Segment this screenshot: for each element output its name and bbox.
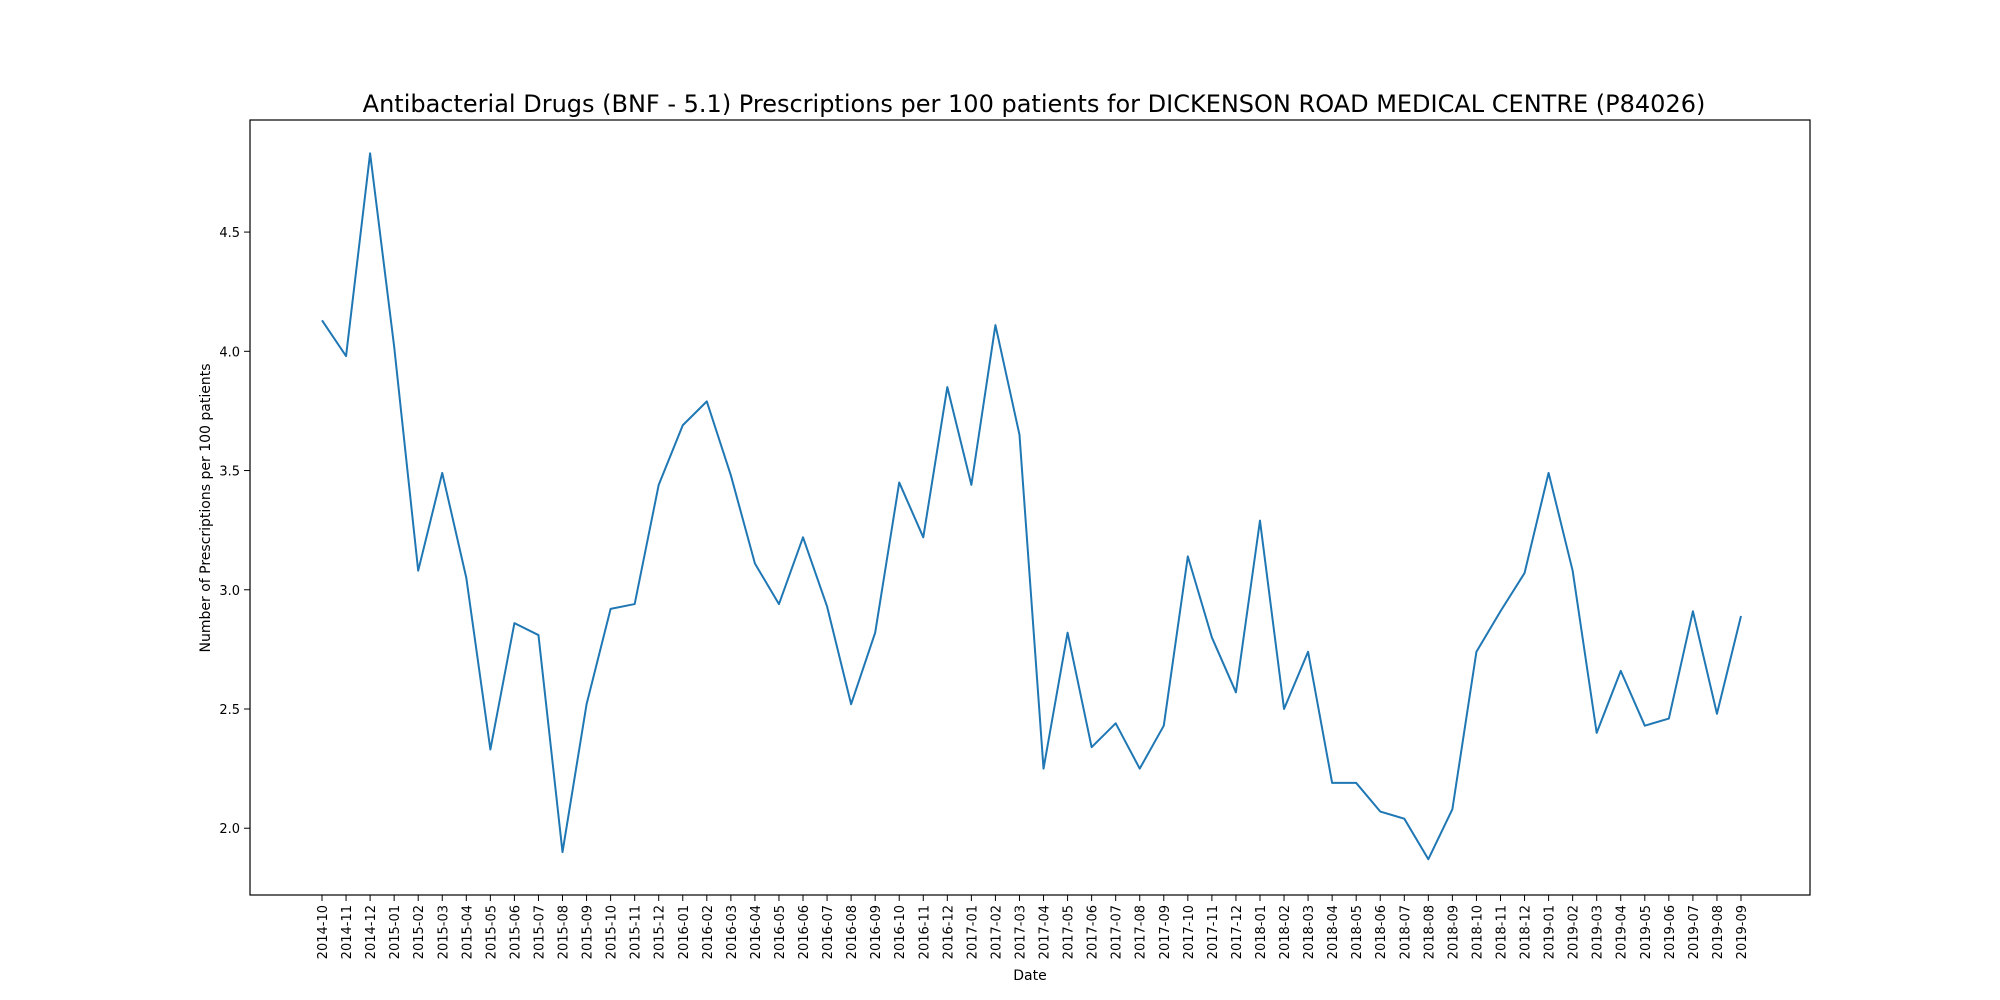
x-tick-label: 2015-12 [653, 905, 668, 959]
chart-title: Antibacterial Drugs (BNF - 5.1) Prescrip… [363, 90, 1706, 118]
x-tick-label: 2016-02 [701, 905, 716, 959]
x-tick-label: 2017-10 [1182, 905, 1197, 959]
x-tick-label: 2017-07 [1110, 905, 1125, 959]
x-tick-label: 2017-03 [1013, 905, 1028, 959]
y-tick-label: 4.0 [219, 345, 240, 360]
x-tick-label: 2017-12 [1230, 905, 1245, 959]
x-tick-label: 2015-08 [557, 905, 572, 959]
x-tick-label: 2017-01 [965, 905, 980, 959]
x-tick-label: 2015-09 [581, 905, 596, 959]
y-tick-label: 2.5 [219, 703, 240, 718]
x-tick-label: 2018-03 [1302, 905, 1317, 959]
x-tick-label: 2017-02 [989, 905, 1004, 959]
x-tick-label: 2018-04 [1326, 905, 1341, 959]
x-tick-label: 2016-05 [773, 905, 788, 959]
y-tick-label: 4.5 [219, 226, 240, 241]
x-tick-label: 2018-11 [1494, 905, 1509, 959]
y-tick-label: 3.5 [219, 465, 240, 480]
x-tick-label: 2016-01 [677, 905, 692, 959]
x-tick-label: 2018-01 [1254, 905, 1269, 959]
x-tick-label: 2015-07 [532, 905, 547, 959]
x-tick-label: 2017-06 [1086, 905, 1101, 959]
y-tick-label: 2.0 [219, 822, 240, 837]
x-tick-label: 2015-05 [484, 905, 499, 959]
x-tick-label: 2018-05 [1350, 905, 1365, 959]
x-tick-label: 2016-03 [725, 905, 740, 959]
x-tick-label: 2016-11 [917, 905, 932, 959]
x-tick-label: 2015-04 [460, 905, 475, 959]
x-tick-label: 2017-04 [1038, 905, 1053, 959]
x-tick-label: 2019-06 [1663, 905, 1678, 959]
x-tick-label: 2015-06 [508, 905, 523, 959]
plot-frame [249, 119, 1811, 896]
x-tick-label: 2016-12 [941, 905, 956, 959]
x-tick-label: 2017-05 [1062, 905, 1077, 959]
x-tick-label: 2017-08 [1134, 905, 1149, 959]
x-tick-label: 2018-08 [1422, 905, 1437, 959]
x-tick-label: 2017-11 [1206, 905, 1221, 959]
y-tick-label: 3.0 [219, 584, 240, 599]
x-tick-label: 2014-11 [340, 905, 355, 959]
x-tick-label: 2018-07 [1398, 905, 1413, 959]
x-tick-label: 2019-05 [1639, 905, 1654, 959]
x-tick-label: 2019-08 [1711, 905, 1726, 959]
x-tick-label: 2018-09 [1446, 905, 1461, 959]
x-tick-label: 2018-12 [1519, 905, 1534, 959]
x-tick-label: 2019-03 [1591, 905, 1606, 959]
x-tick-label: 2017-09 [1158, 905, 1173, 959]
x-tick-label: 2019-09 [1735, 905, 1750, 959]
x-tick-label: 2018-02 [1278, 905, 1293, 959]
x-tick-label: 2019-07 [1687, 905, 1702, 959]
x-tick-label: 2019-01 [1543, 905, 1558, 959]
x-tick-label: 2016-04 [749, 905, 764, 959]
x-tick-label: 2015-02 [412, 905, 427, 959]
x-axis-label: Date [1013, 968, 1046, 984]
y-axis-label: Number of Prescriptions per 100 patients [198, 364, 214, 653]
x-tick-label: 2019-04 [1615, 905, 1630, 959]
x-tick-label: 2016-08 [845, 905, 860, 959]
x-tick-label: 2016-10 [893, 905, 908, 959]
x-tick-label: 2018-06 [1374, 905, 1389, 959]
y-axis: 2.0 2.5 3.0 3.5 4.0 4.5 [219, 226, 250, 837]
x-tick-label: 2014-12 [364, 905, 379, 959]
x-tick-label: 2015-01 [388, 905, 403, 959]
series-line [321, 152, 1742, 861]
x-tick-label: 2014-10 [316, 905, 331, 959]
x-tick-label: 2016-06 [797, 905, 812, 959]
x-tick-label: 2015-10 [605, 905, 620, 959]
x-tick-label: 2019-02 [1567, 905, 1582, 959]
x-tick-label: 2016-09 [869, 905, 884, 959]
x-tick-label: 2015-11 [629, 905, 644, 959]
x-tick-label: 2018-10 [1470, 905, 1485, 959]
x-tick-label: 2015-03 [436, 905, 451, 959]
x-axis: 2014-10 2014-11 2014-12 2015-01 2015-02 2015-… [316, 895, 1750, 959]
x-tick-label: 2016-07 [821, 905, 836, 959]
